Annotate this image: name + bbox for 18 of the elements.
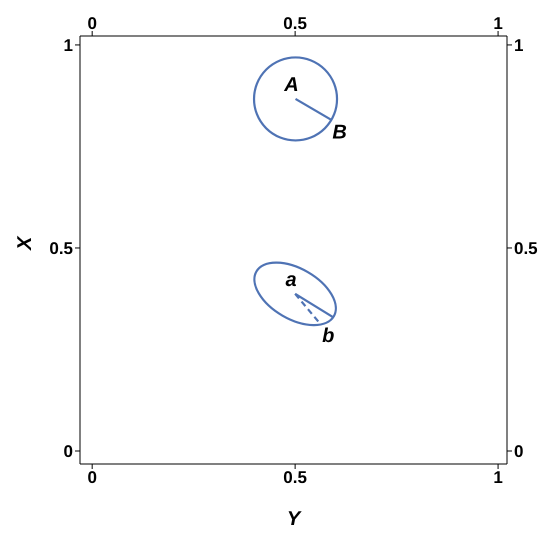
x2-tick-label: 0	[87, 468, 97, 488]
y-tick-label: 0.5	[49, 239, 73, 258]
annotation: A	[283, 74, 299, 96]
annotation: b	[322, 325, 334, 348]
x-tick-label: 1	[493, 14, 503, 33]
annotation: B	[332, 121, 347, 144]
annotation: a	[286, 268, 297, 291]
x2-tick-label: 1	[493, 468, 503, 488]
y2-tick-label: 0.5	[514, 239, 538, 258]
x-axis-title: Y	[286, 508, 302, 530]
y-tick-label: 0	[64, 442, 73, 462]
x-tick-label: 0	[87, 14, 97, 33]
y-tick-label: 1	[64, 36, 73, 55]
x-tick-label: 0.5	[283, 14, 307, 33]
y2-tick-label: 0	[514, 442, 524, 462]
y-axis-title: X	[14, 235, 36, 251]
y2-tick-label: 1	[514, 36, 524, 55]
x2-tick-label: 0.5	[283, 468, 307, 488]
